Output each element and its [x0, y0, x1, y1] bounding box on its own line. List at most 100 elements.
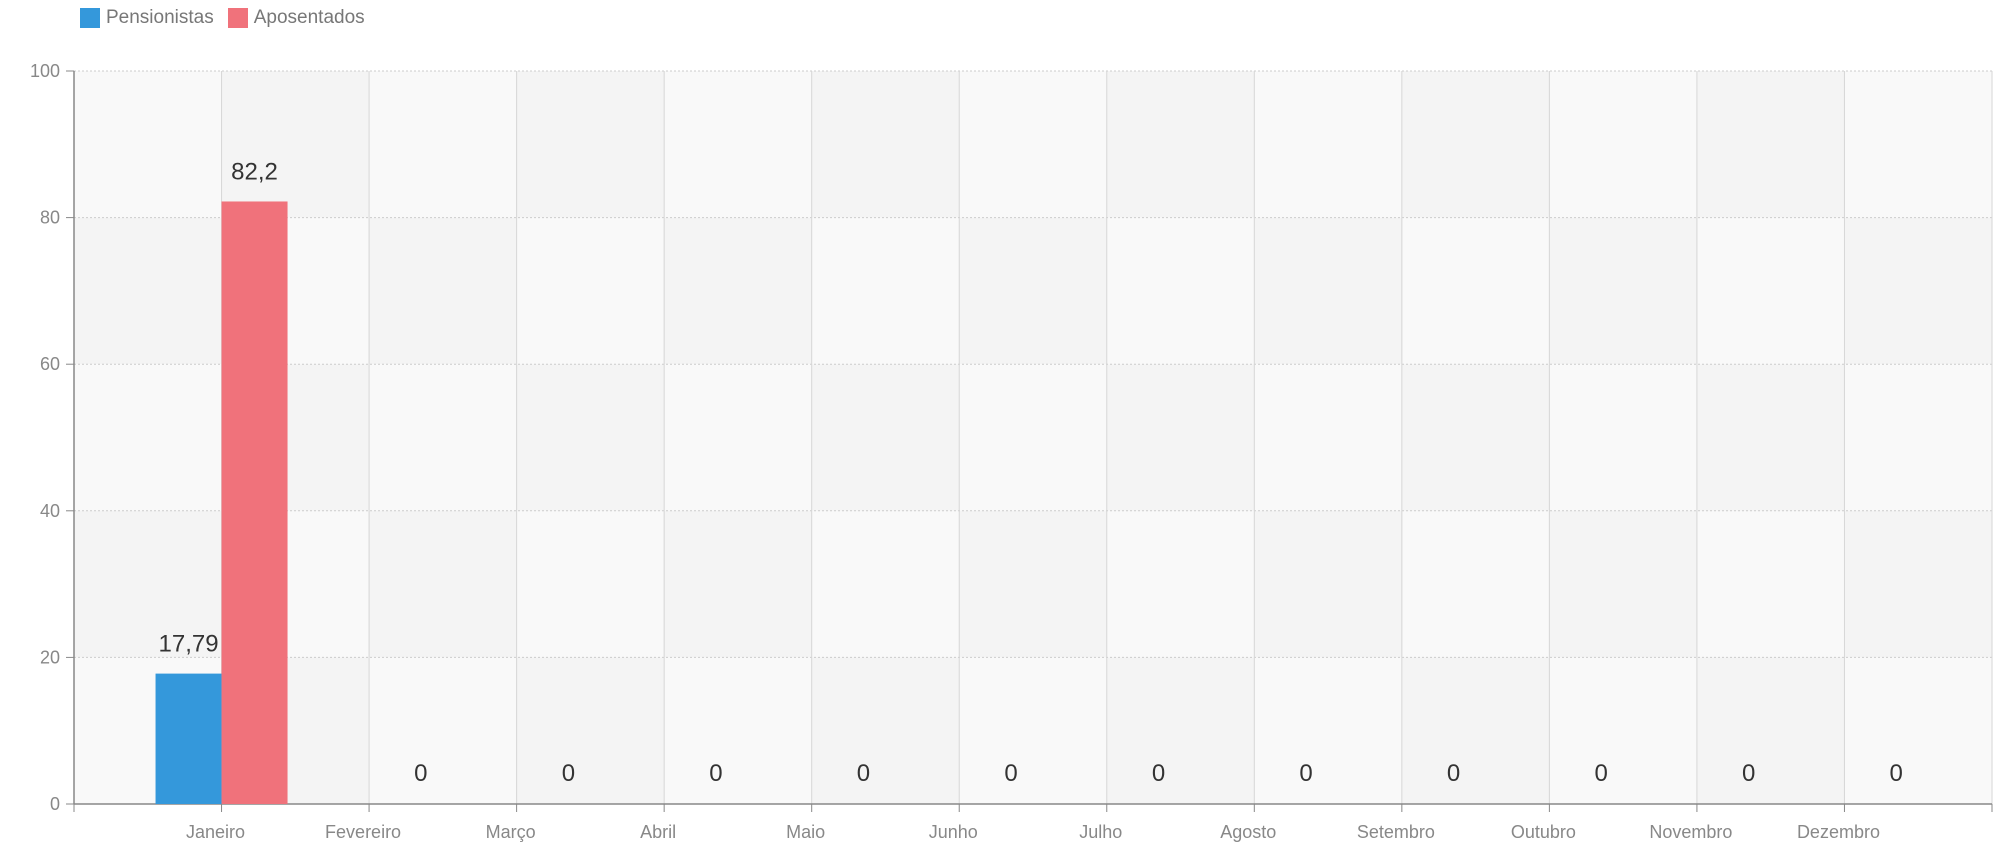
plot-background-cell [1549, 71, 1697, 218]
plot-background-cell [811, 510, 960, 658]
data-label: 0 [1594, 760, 1607, 787]
plot-background-cell [1254, 510, 1402, 658]
data-label: 0 [414, 760, 427, 787]
data-label: 0 [1152, 760, 1165, 787]
plot-background-cell [811, 71, 960, 218]
x-tick-label: Fevereiro [325, 822, 401, 842]
plot-background-cell [1106, 217, 1255, 365]
plot-background-cell [1254, 217, 1402, 365]
plot-background-cell [959, 510, 1107, 658]
plot-background-cell [664, 71, 812, 218]
plot-background-cell [1549, 657, 1697, 804]
plot-background-cell [1106, 657, 1255, 804]
x-tick-label: Março [486, 822, 536, 842]
plot-background-cell [221, 71, 370, 218]
x-tick-label: Novembro [1649, 822, 1732, 842]
plot-background-cell [959, 657, 1107, 804]
plot-background-cell [1549, 364, 1697, 511]
legend-item-aposentados[interactable]: Aposentados [227, 7, 365, 29]
plot-background-cell [1696, 657, 1845, 804]
plot-background-cell [1844, 657, 1992, 804]
x-tick-label: Janeiro [186, 822, 245, 842]
legend-swatch-pensionistas [80, 8, 100, 28]
plot-background-cell [516, 217, 665, 365]
plot-background-cell [1401, 364, 1550, 511]
plot-background-cell [516, 657, 665, 804]
data-label: 0 [1004, 760, 1017, 787]
data-label: 0 [1447, 760, 1460, 787]
plot-background-cell [1106, 71, 1255, 218]
plot-background-cell [811, 364, 960, 511]
data-label: 17,79 [159, 631, 219, 658]
y-tick-label: 80 [40, 208, 60, 228]
plot-background-cell [1401, 510, 1550, 658]
plot-background-cell [1844, 364, 1992, 511]
plot-background-cell [1254, 71, 1402, 218]
plot-background-cell [369, 510, 517, 658]
plot-background-cell [74, 217, 222, 365]
plot-background-cell [1401, 217, 1550, 365]
x-tick-label: Junho [929, 822, 978, 842]
plot-background-cell [516, 364, 665, 511]
x-tick-label: Maio [786, 822, 825, 842]
data-label: 0 [562, 760, 575, 787]
legend-item-pensionistas[interactable]: Pensionistas [80, 7, 214, 29]
plot-background-cell [516, 71, 665, 218]
plot-background-cell [74, 510, 222, 658]
plot-background-cell [1696, 217, 1845, 365]
legend: Pensionistas Aposentados [80, 7, 365, 29]
plot-background-cell [74, 71, 222, 218]
data-label: 82,2 [231, 158, 278, 185]
plot-background-cell [664, 217, 812, 365]
plot-background-cell [1696, 71, 1845, 218]
plot-background-cell [959, 71, 1107, 218]
plot-background-cell [959, 217, 1107, 365]
plot-background-cell [1844, 510, 1992, 658]
plot-background-cell [811, 657, 960, 804]
plot-background-cell [664, 510, 812, 658]
plot-background-cell [1254, 364, 1402, 511]
plot-background-cell [959, 364, 1107, 511]
data-label: 0 [857, 760, 870, 787]
data-label: 0 [1299, 760, 1312, 787]
plot-background-cell [1106, 510, 1255, 658]
plot-background-cell [369, 657, 517, 804]
plot-background-cell [1696, 510, 1845, 658]
y-tick-label: 60 [40, 354, 60, 374]
data-label: 0 [1742, 760, 1755, 787]
plot-background-cell [1106, 364, 1255, 511]
plot-background-cell [1401, 71, 1550, 218]
plot-background-cell [369, 217, 517, 365]
plot-background-cell [1844, 217, 1992, 365]
plot-background-cell [74, 364, 222, 511]
y-tick-label: 0 [50, 794, 60, 814]
bar-pensionistas[interactable] [155, 673, 222, 804]
x-tick-label: Outubro [1511, 822, 1576, 842]
bar-aposentados[interactable] [221, 201, 288, 804]
x-tick-label: Abril [640, 822, 676, 842]
data-label: 0 [1890, 760, 1903, 787]
plot-background-cell [369, 364, 517, 511]
plot-background-cell [1401, 657, 1550, 804]
x-tick-label: Setembro [1357, 822, 1435, 842]
x-tick-label: Julho [1079, 822, 1122, 842]
plot-background-cell [516, 510, 665, 658]
plot-background-cell [1549, 217, 1697, 365]
plot-background-cell [811, 217, 960, 365]
x-tick-label: Dezembro [1797, 822, 1880, 842]
y-tick-label: 20 [40, 647, 60, 667]
data-label: 0 [709, 760, 722, 787]
legend-label-pensionistas: Pensionistas [106, 7, 214, 28]
plot-background-cell [1696, 364, 1845, 511]
legend-swatch-aposentados [227, 8, 248, 28]
plot-background-cell [1844, 71, 1992, 218]
x-tick-label: Agosto [1220, 822, 1276, 842]
plot-background-cell [1254, 657, 1402, 804]
plot-background-cell [664, 364, 812, 511]
plot-background-cell [1549, 510, 1697, 658]
legend-label-aposentados: Aposentados [253, 7, 365, 28]
y-tick-label: 100 [30, 61, 60, 81]
plot-background-cell [369, 71, 517, 218]
